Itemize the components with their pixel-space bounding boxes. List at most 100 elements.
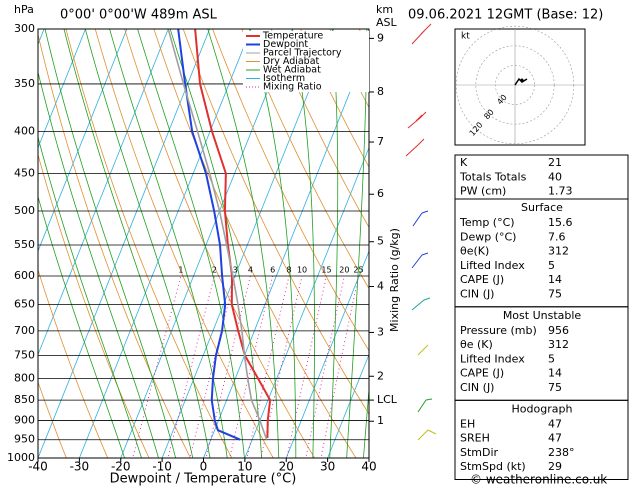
y-tick-label: 950 (14, 433, 35, 446)
isotherm (38, 29, 86, 149)
x-tick-label: 10 (237, 460, 252, 474)
legend-label: Dry Adiabat (263, 56, 320, 67)
hodo-ring (495, 65, 535, 105)
hodo-ring-label: 120 (468, 120, 485, 137)
mixing-ratio-line (305, 275, 345, 458)
wet-adiabat (63, 29, 194, 458)
legend-label: Mixing Ratio (263, 82, 322, 93)
wet-adiabat (44, 29, 177, 458)
mixing-ratio-value: 2 (212, 265, 217, 274)
isotherm (38, 29, 128, 253)
y-tick-label: 650 (14, 298, 35, 311)
index-value: 47 (548, 432, 562, 445)
indices-table: K 21 Totals Totals 40 PW (cm) 1.73 Surface Temp… (454, 154, 629, 480)
legend-box (243, 31, 369, 92)
footer: © weatheronline.co.uk (470, 473, 607, 486)
x-axis-label: Dewpoint / Temperature (°C) (110, 472, 297, 486)
dry-adiabat (38, 32, 191, 458)
index-label: K (460, 156, 468, 169)
y-axis-label: hPa (14, 3, 34, 16)
mixing-ratio-value: 25 (353, 265, 363, 274)
barb (417, 429, 437, 441)
index-value: 47 (548, 417, 562, 430)
y-tick-label: 850 (14, 393, 35, 406)
x-tick-label: 0 (200, 460, 208, 474)
mixing-ratio-value: 15 (321, 265, 331, 274)
index-label: Temp (°C) (459, 216, 515, 229)
index-label: Lifted Index (460, 352, 525, 365)
legend-label: Isotherm (263, 73, 305, 84)
plot-frame (37, 28, 370, 459)
dry-adiabat (38, 380, 67, 458)
km-tick-label: LCL (377, 393, 398, 406)
section-title: Surface (521, 201, 563, 214)
y-tick-label: 600 (14, 269, 35, 282)
y-tick-label: 900 (14, 413, 35, 426)
hodo-storm (520, 78, 524, 82)
index-value: 312 (548, 245, 569, 258)
barb (411, 23, 432, 45)
mixing-ratio-label: Mixing Ratio (g/kg) (388, 228, 401, 332)
index-label: CAPE (J) (460, 273, 504, 286)
km-tick-label: 9 (377, 31, 384, 44)
wet-adiabat (84, 29, 211, 458)
profiles (167, 29, 272, 441)
mixing-ratio-value: 10 (297, 265, 307, 274)
index-value: 5 (548, 352, 555, 365)
index-label: Totals Totals (459, 170, 527, 183)
index-value: 14 (548, 273, 562, 286)
isotherm (244, 146, 369, 458)
index-value: 238° (548, 446, 575, 459)
dry-adiabat (270, 29, 369, 229)
index-label: EH (460, 417, 475, 430)
index-value: 7.6 (548, 230, 566, 243)
index-label: Dewp (°C) (460, 230, 516, 243)
isotherm (38, 29, 211, 458)
x-tick-label: -40 (28, 460, 48, 474)
legend-label: Parcel Trajectory (263, 48, 342, 59)
dry-adiabat (241, 29, 369, 290)
index-value: 75 (548, 288, 562, 301)
km-tick-label: 2 (377, 369, 384, 382)
mixing-ratio-value: 20 (339, 265, 349, 274)
y-tick-label: 700 (14, 324, 35, 337)
km-tick-label: 8 (377, 85, 384, 98)
index-label: CAPE (J) (460, 367, 504, 380)
x-tick-label: 40 (361, 460, 376, 474)
index-label: Lifted Index (460, 259, 525, 272)
profile-line (167, 29, 268, 440)
index-label: θe (K) (460, 338, 493, 351)
hodo-ring (455, 25, 575, 145)
y-tick-label: 750 (14, 348, 35, 361)
mixing-ratio-value: 3 (233, 265, 238, 274)
mixing-ratio-line (167, 275, 215, 458)
x-tick-label: -20 (111, 460, 131, 474)
barb (417, 398, 433, 413)
legend-label: Wet Adiabat (263, 65, 321, 76)
dry-adiabat (579, 0, 629, 475)
wet-adiabat (38, 70, 159, 458)
mixing-ratio-line (132, 275, 182, 458)
index-value: 312 (548, 338, 569, 351)
hodograph-frame (454, 28, 586, 146)
index-value: 5 (548, 259, 555, 272)
y-tick-label: 550 (14, 238, 35, 251)
index-value: 14 (548, 367, 562, 380)
grid: 3003504004505005506006507007508008509009… (7, 22, 398, 474)
table-box (454, 399, 629, 480)
km-tick-label: 3 (377, 325, 384, 338)
mixing-ratio-value: 6 (270, 265, 275, 274)
mixing-ratio-value: 8 (286, 265, 291, 274)
asl-label: ASL (376, 16, 398, 29)
index-label: StmSpd (kt) (460, 460, 526, 473)
date: 09.06.2021 12GMT (Base: 12) (408, 8, 603, 23)
barb (405, 138, 425, 157)
isotherm (78, 29, 252, 458)
mixing-ratio-line (286, 275, 327, 458)
x-tick-label: -30 (70, 460, 90, 474)
index-label: CIN (J) (460, 381, 494, 394)
legend-label: Temperature (262, 31, 323, 42)
mixing-ratio-line (260, 275, 303, 458)
